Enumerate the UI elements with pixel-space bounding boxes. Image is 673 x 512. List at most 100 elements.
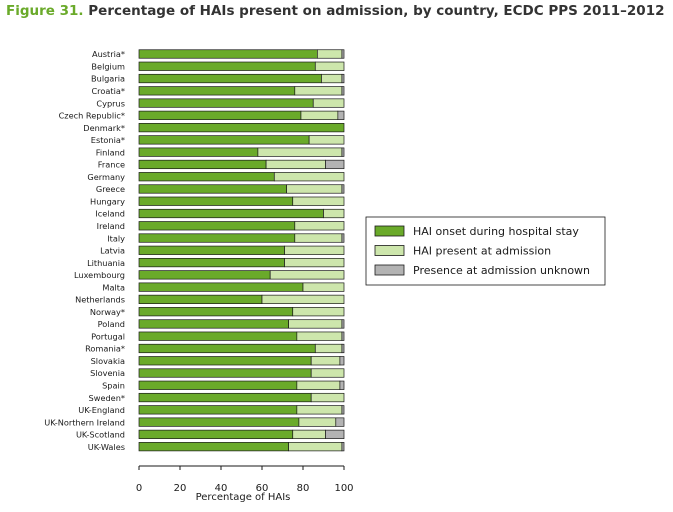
category-label-hungary: Hungary [90, 196, 125, 206]
bar-ireland-series-1 [138, 221, 296, 231]
legend-swatch-1 [374, 225, 405, 237]
bar-poland-series-3 [341, 319, 345, 329]
bar-croatia-series-3 [341, 86, 345, 96]
category-label-sweden: Sweden* [89, 393, 125, 403]
category-label-uk-scotland: UK-Scotland [76, 430, 125, 440]
category-label-italy: Italy [107, 233, 125, 243]
bar-austria-series-2 [317, 49, 343, 59]
category-label-germany: Germany [87, 172, 125, 182]
bar-uk-wales-series-2 [288, 442, 343, 452]
bar-bulgaria-series-2 [321, 73, 343, 84]
bar-estonia-series-1 [138, 135, 310, 145]
category-label-cyprus: Cyprus [96, 98, 125, 108]
bar-france-series-3 [325, 159, 345, 170]
legend-box [365, 216, 606, 286]
bar-denmark-series-1 [138, 123, 345, 133]
bar-netherlands-series-1 [138, 294, 263, 304]
bar-portugal-series-2 [296, 331, 343, 341]
bar-latvia-series-2 [284, 245, 345, 255]
bar-spain-series-3 [339, 380, 345, 390]
bar-czech-republic-series-1 [138, 110, 302, 120]
bar-czech-republic-series-2 [300, 110, 339, 120]
category-label-portugal: Portugal [91, 331, 125, 341]
category-label-norway: Norway* [90, 307, 125, 317]
bar-netherlands-series-2 [261, 294, 345, 304]
bar-iceland-series-2 [323, 208, 345, 219]
figure-title-text: Percentage of HAIs present on admission,… [88, 3, 665, 19]
category-label-finland: Finland [96, 147, 125, 157]
bar-latvia-series-1 [138, 245, 285, 255]
figure-number: Figure 31. [6, 3, 84, 19]
x-tick-label-0: 0 [136, 483, 142, 494]
x-axis-title: Percentage of HAIs [196, 492, 291, 503]
bar-sweden-series-2 [310, 392, 345, 403]
category-label-france: France [98, 160, 125, 170]
category-label-estonia: Estonia* [91, 135, 125, 145]
bar-greece-series-2 [286, 184, 343, 194]
figure-title: Figure 31. Percentage of HAIs present on… [6, 3, 664, 19]
bar-uk-scotland-series-1 [138, 429, 294, 439]
bar-slovakia-series-3 [339, 356, 345, 366]
bar-ireland-series-2 [294, 221, 345, 231]
bar-sweden-series-1 [138, 392, 312, 403]
category-label-uk-northern-ireland: UK-Northern Ireland [44, 417, 125, 427]
category-label-latvia: Latvia [100, 246, 125, 256]
category-label-romania: Romania* [85, 344, 125, 354]
bar-uk-scotland-series-2 [292, 429, 326, 439]
bar-poland-series-2 [288, 319, 343, 329]
category-labels: Austria* Belgium Bulgaria Croatia* Cyprus Cze… [44, 49, 125, 452]
bar-france-series-2 [265, 159, 326, 170]
bar-uk-northern-ireland-series-3 [335, 417, 345, 427]
category-label-denmark: Denmark* [83, 123, 125, 133]
x-tick-label-40: 40 [215, 483, 228, 494]
bar-uk-wales-series-1 [138, 442, 289, 452]
bar-italy-series-1 [138, 233, 296, 243]
bar-croatia-series-1 [138, 86, 296, 96]
bar-slovenia-series-1 [138, 368, 312, 378]
bar-romania-series-1 [138, 343, 316, 354]
bar-czech-republic-series-3 [337, 110, 345, 120]
bar-romania-series-3 [341, 343, 345, 354]
bar-belgium-series-2 [314, 61, 345, 71]
category-label-netherlands: Netherlands [75, 295, 125, 305]
category-label-uk-england: UK-England [78, 405, 125, 415]
bar-belgium-series-1 [138, 61, 316, 71]
bar-finland-series-1 [138, 147, 259, 157]
bar-spain-series-1 [138, 380, 298, 390]
bar-cyprus-series-2 [312, 98, 345, 108]
bar-luxembourg-series-2 [269, 270, 345, 280]
category-label-bulgaria: Bulgaria [91, 74, 125, 84]
bar-spain-series-2 [296, 380, 341, 390]
bar-italy-series-2 [294, 233, 343, 243]
x-tick-label-80: 80 [297, 483, 310, 494]
bar-lithuania-series-2 [284, 257, 345, 268]
bar-estonia-series-2 [308, 135, 345, 145]
bar-slovakia-series-2 [310, 356, 341, 366]
bar-greece-series-1 [138, 184, 287, 194]
bar-france-series-1 [138, 159, 267, 170]
bar-cyprus-series-1 [138, 98, 314, 108]
category-label-ireland: Ireland [97, 221, 125, 231]
bar-poland-series-1 [138, 319, 289, 329]
legend: HAI onset during hospital stay HAI presen… [365, 216, 606, 286]
bars-layer [138, 49, 345, 452]
category-label-luxembourg: Luxembourg [74, 270, 125, 280]
legend-label-3: Presence at admission unknown [413, 264, 590, 277]
category-label-malta: Malta [102, 282, 125, 292]
bar-romania-series-2 [314, 343, 343, 354]
legend-swatch-3 [374, 264, 405, 276]
category-label-lithuania: Lithuania [87, 258, 125, 268]
category-label-czech-republic: Czech Republic* [59, 111, 125, 121]
bar-portugal-series-1 [138, 331, 298, 341]
bar-uk-england-series-3 [341, 405, 345, 415]
bar-austria-series-3 [341, 49, 345, 59]
bar-uk-scotland-series-3 [325, 429, 345, 439]
bar-lithuania-series-1 [138, 257, 285, 268]
bar-uk-england-series-1 [138, 405, 298, 415]
category-label-spain: Spain [102, 380, 125, 390]
bar-finland-series-3 [341, 147, 345, 157]
legend-label-1: HAI onset during hospital stay [413, 225, 579, 238]
bar-bulgaria-series-3 [341, 73, 345, 84]
bar-uk-england-series-2 [296, 405, 343, 415]
